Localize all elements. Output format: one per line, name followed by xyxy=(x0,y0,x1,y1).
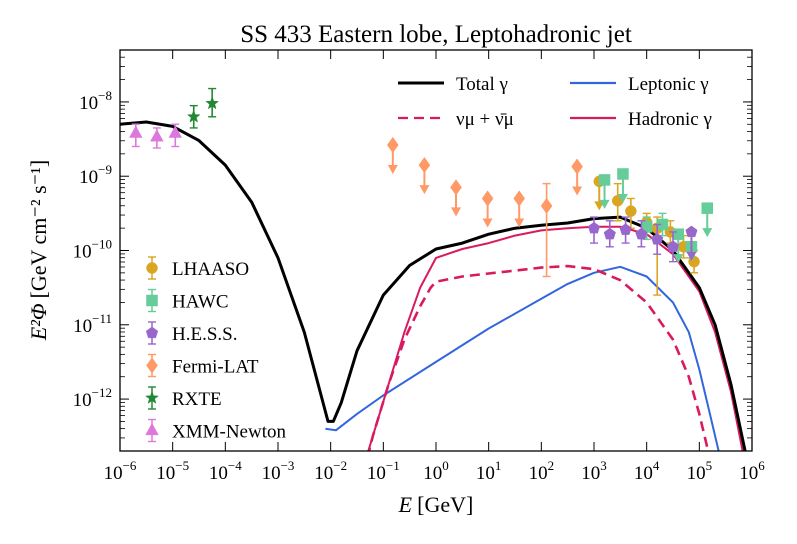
data-point-marker xyxy=(587,221,601,234)
y-tick-label: 10−12 xyxy=(73,385,112,411)
x-tick-label: 101 xyxy=(476,458,502,484)
y-tick-label: 10−8 xyxy=(79,88,112,114)
data-point-marker xyxy=(701,202,713,214)
data-point-marker xyxy=(635,227,648,240)
x-axis-label: E [GeV] xyxy=(398,492,474,517)
data-point-marker xyxy=(450,179,462,196)
y-tick-label: 10−11 xyxy=(73,311,112,337)
x-tick-label: 10−1 xyxy=(367,458,400,484)
upper-limit-head xyxy=(599,199,610,209)
y-tick-labels: 10−12 10−11 10−10 10−9 10−8 xyxy=(73,88,112,411)
plot-area xyxy=(120,87,747,451)
upper-limit-head xyxy=(702,228,713,238)
legend-datasets: LHAASO HAWC H.E.S.S. Fermi-LAT RXTE XMM-Newto… xyxy=(144,256,286,443)
upper-limit-head xyxy=(514,218,525,228)
data-point-marker xyxy=(386,136,399,154)
upper-limit-head xyxy=(451,207,462,217)
x-tick-label: 10−3 xyxy=(262,458,295,484)
curve-hadronic- xyxy=(367,225,744,451)
data-point-marker xyxy=(168,125,183,138)
legend-models: Total γ Leptonic γ νμ + ν̄μ Hadronic γ xyxy=(398,74,712,130)
y-axis-label: E²Φ [GeV cm⁻² s⁻¹] xyxy=(26,160,51,341)
x-tick-label: 100 xyxy=(423,458,449,484)
dataset-xmm-newton xyxy=(129,123,183,149)
x-tick-label: 10−4 xyxy=(209,458,242,484)
data-point-marker xyxy=(205,96,220,110)
data-point-marker xyxy=(672,228,685,240)
data-point-marker xyxy=(540,197,553,215)
x-axis-label-unit: [GeV] xyxy=(417,492,473,517)
legend-label: Total γ xyxy=(456,74,508,95)
upper-limit-head xyxy=(686,251,697,261)
dataset-fermi-lat xyxy=(386,136,583,278)
upper-limit-head xyxy=(419,185,430,195)
y-axis-label-unit: [GeV cm⁻² s⁻¹] xyxy=(26,160,51,299)
chart-title: SS 433 Eastern lobe, Leptohadronic jet xyxy=(240,21,632,48)
data-point-marker xyxy=(418,156,431,174)
data-point-marker xyxy=(651,232,664,245)
legend-dataset-label: LHAASO xyxy=(172,259,249,280)
dataset-hawc xyxy=(598,168,713,264)
y-tick-label: 10−10 xyxy=(73,237,112,263)
x-tick-label: 10−2 xyxy=(314,458,347,484)
legend-dataset-label: HAWC xyxy=(172,292,229,313)
legend-marker xyxy=(146,294,158,307)
data-point-marker xyxy=(598,174,611,186)
legend-label: Leptonic γ xyxy=(628,74,709,95)
x-axis-label-main: E xyxy=(398,492,413,517)
legend-dataset-label: XMM-Newton xyxy=(172,422,286,443)
x-tick-label: 102 xyxy=(529,458,555,484)
y-axis-label-main: E²Φ xyxy=(26,303,51,341)
legend-label: νμ + ν̄μ xyxy=(456,109,514,130)
data-point-marker xyxy=(625,205,637,217)
data-point-marker xyxy=(150,129,164,142)
data-point-marker xyxy=(186,109,201,123)
x-tick-label: 104 xyxy=(634,458,660,484)
legend-marker xyxy=(145,326,159,339)
x-tick-labels: 10−6 10−5 10−4 10−3 10−2 10−1 100 101 102 103 104 1… xyxy=(104,458,766,484)
y-tick-label: 10−9 xyxy=(79,162,112,188)
x-tick-label: 105 xyxy=(687,458,713,484)
curve-leptonic- xyxy=(325,265,720,451)
upper-limit-head xyxy=(673,254,684,264)
data-point-marker xyxy=(666,240,680,252)
x-tick-label: 10−6 xyxy=(104,458,137,484)
data-point-marker xyxy=(513,190,526,207)
upper-limit-head xyxy=(617,193,628,203)
data-point-marker xyxy=(571,158,583,175)
dataset-rxte xyxy=(186,87,220,129)
data-point-marker xyxy=(617,168,629,180)
data-point-marker xyxy=(481,190,494,207)
curve-- xyxy=(367,264,710,451)
upper-limit-head xyxy=(572,186,583,196)
data-point-marker xyxy=(619,223,632,235)
data-point-marker xyxy=(129,125,143,138)
data-point-marker xyxy=(685,225,698,238)
upper-limit-head xyxy=(482,218,493,228)
upper-limit-head xyxy=(387,165,398,175)
legend-label: Hadronic γ xyxy=(628,109,712,130)
legend-dataset-label: RXTE xyxy=(172,389,222,410)
legend-dataset-label: Fermi-LAT xyxy=(172,357,259,378)
legend-dataset-label: H.E.S.S. xyxy=(172,324,237,345)
legend-marker xyxy=(146,262,158,274)
legend-marker xyxy=(144,390,160,404)
legend-marker xyxy=(146,357,158,374)
data-point-marker xyxy=(603,227,616,240)
legend-marker xyxy=(145,422,159,436)
dataset-h-e-s-s- xyxy=(587,216,698,263)
data-points xyxy=(129,87,713,296)
x-tick-label: 106 xyxy=(739,458,765,484)
x-tick-label: 103 xyxy=(581,458,607,484)
axis-ticks xyxy=(120,50,752,451)
x-tick-label: 10−5 xyxy=(156,458,189,484)
